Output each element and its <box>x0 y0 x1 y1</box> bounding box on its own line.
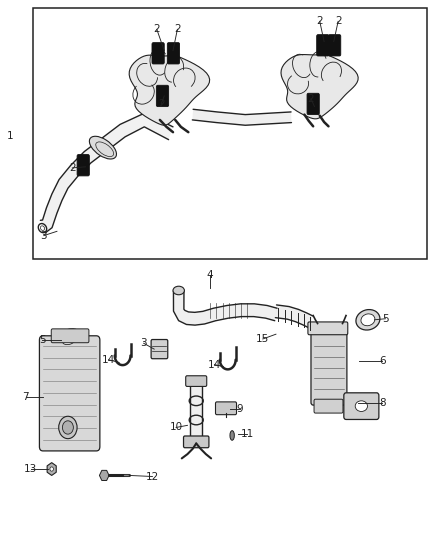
Text: 5: 5 <box>39 335 46 344</box>
Ellipse shape <box>57 329 81 349</box>
Text: 10: 10 <box>170 423 183 432</box>
Ellipse shape <box>230 431 234 440</box>
Ellipse shape <box>50 467 53 471</box>
Polygon shape <box>281 54 358 119</box>
Polygon shape <box>129 55 210 125</box>
Ellipse shape <box>89 136 117 159</box>
Text: 11: 11 <box>241 430 254 439</box>
FancyBboxPatch shape <box>77 155 89 176</box>
FancyBboxPatch shape <box>308 322 348 335</box>
Text: 2: 2 <box>335 17 342 26</box>
Text: 2: 2 <box>153 25 160 34</box>
FancyBboxPatch shape <box>39 336 100 451</box>
Ellipse shape <box>62 333 77 345</box>
Polygon shape <box>276 305 313 328</box>
FancyBboxPatch shape <box>317 35 329 56</box>
Text: 2: 2 <box>69 163 76 173</box>
Text: 3: 3 <box>40 231 47 240</box>
FancyBboxPatch shape <box>151 340 168 359</box>
Text: 1: 1 <box>6 131 13 141</box>
FancyBboxPatch shape <box>51 329 89 343</box>
Text: 14: 14 <box>208 360 221 369</box>
Text: 6: 6 <box>379 357 386 366</box>
Ellipse shape <box>59 416 77 439</box>
Ellipse shape <box>356 310 380 330</box>
Text: 2: 2 <box>316 17 323 26</box>
Text: 9: 9 <box>237 404 244 414</box>
Text: 13: 13 <box>24 464 37 474</box>
FancyBboxPatch shape <box>184 436 209 448</box>
Ellipse shape <box>361 314 375 326</box>
FancyBboxPatch shape <box>314 399 343 413</box>
Ellipse shape <box>173 286 184 295</box>
FancyBboxPatch shape <box>156 85 169 107</box>
Text: 7: 7 <box>22 392 29 401</box>
Text: 8: 8 <box>379 398 386 408</box>
FancyBboxPatch shape <box>152 43 164 64</box>
Text: 3: 3 <box>140 338 147 348</box>
FancyBboxPatch shape <box>186 376 207 386</box>
FancyBboxPatch shape <box>311 330 347 405</box>
FancyBboxPatch shape <box>167 43 180 64</box>
Ellipse shape <box>355 401 367 411</box>
FancyBboxPatch shape <box>215 402 237 415</box>
Polygon shape <box>40 113 173 233</box>
Text: 12: 12 <box>146 472 159 481</box>
Text: 2: 2 <box>158 99 165 109</box>
FancyBboxPatch shape <box>307 93 319 115</box>
Bar <box>33 8 427 259</box>
Polygon shape <box>173 290 277 325</box>
Text: 15: 15 <box>256 334 269 344</box>
Text: 4: 4 <box>207 270 214 280</box>
Text: 5: 5 <box>382 314 389 324</box>
Polygon shape <box>192 109 291 125</box>
Text: 14: 14 <box>102 355 115 365</box>
FancyBboxPatch shape <box>328 35 341 56</box>
Text: 2: 2 <box>307 94 314 103</box>
Text: 2: 2 <box>174 25 181 34</box>
Ellipse shape <box>62 421 73 434</box>
FancyBboxPatch shape <box>344 393 379 419</box>
Polygon shape <box>190 381 202 444</box>
